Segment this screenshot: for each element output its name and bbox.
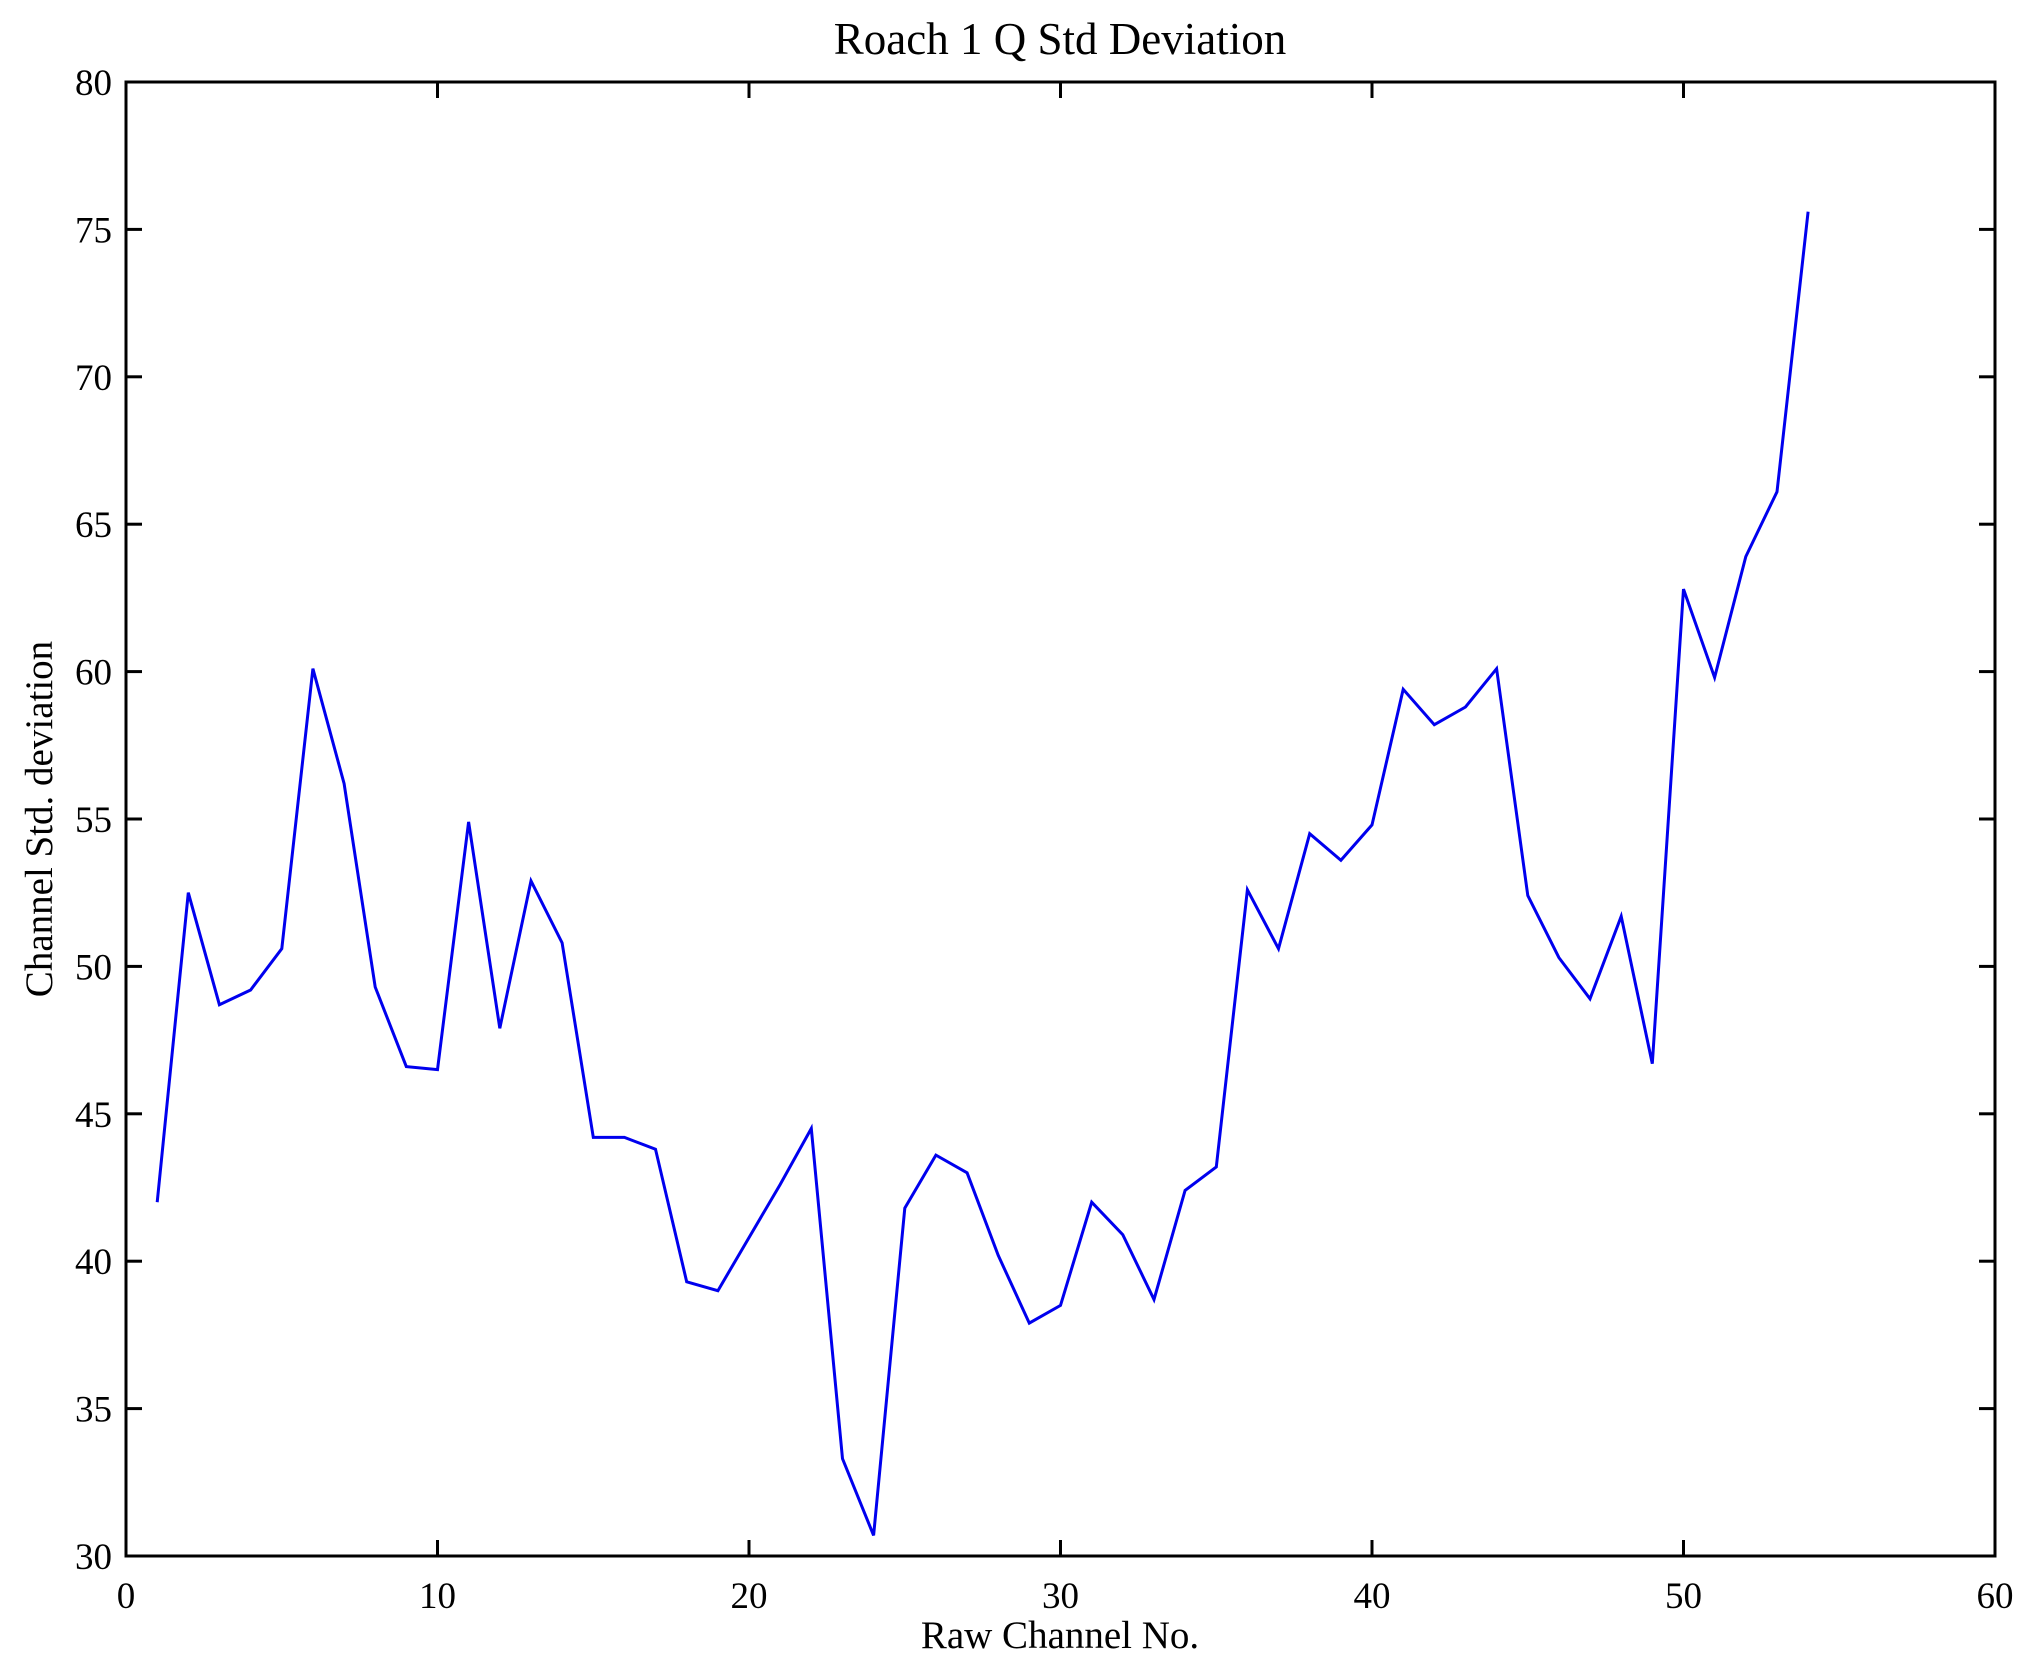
y-tick-label: 80 [75, 63, 112, 104]
data-line [155, 211, 1810, 1536]
x-tick-label: 30 [1042, 1576, 1079, 1617]
plot-area [124, 80, 1997, 1558]
y-tick-label: 55 [75, 800, 112, 841]
x-axis-label: Raw Channel No. [921, 1614, 1199, 1657]
x-tick-label: 50 [1665, 1576, 1702, 1617]
y-tick-label: 45 [75, 1095, 112, 1136]
y-tick-label: 75 [75, 210, 112, 251]
y-tick-label: 35 [75, 1390, 112, 1431]
y-tick-label: 70 [75, 358, 112, 399]
y-tick-label: 60 [75, 653, 112, 694]
y-tick-label: 50 [75, 947, 112, 988]
x-tick-label: 0 [117, 1576, 136, 1617]
chart-title: Roach 1 Q Std Deviation [834, 14, 1286, 64]
y-tick-label: 40 [75, 1242, 112, 1283]
y-tick-labels: 30 35 40 45 50 55 60 65 70 75 80 [75, 63, 112, 1578]
x-tick-label: 60 [1977, 1576, 2014, 1617]
y-tick-label: 65 [75, 505, 112, 546]
axis-ticks [124, 80, 1997, 1558]
y-axis-label: Channel Std. deviation [18, 641, 61, 997]
y-tick-label: 30 [75, 1537, 112, 1578]
x-tick-label: 20 [731, 1576, 768, 1617]
x-tick-labels: 0 10 20 30 40 50 60 [117, 1576, 2014, 1617]
x-tick-label: 40 [1354, 1576, 1391, 1617]
x-tick-label: 10 [419, 1576, 456, 1617]
